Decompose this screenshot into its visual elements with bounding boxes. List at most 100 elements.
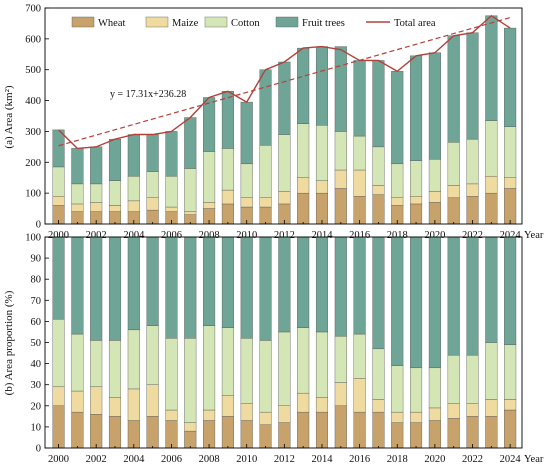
bar-cotton-2019 [410,367,423,413]
bar-maize-2022 [466,403,479,417]
bar-cotton-2006 [165,338,178,411]
bar-cotton-2023 [485,120,498,177]
bar-fruit-trees-2019 [410,55,423,161]
bar-cotton-2006 [165,175,178,208]
bar-maize-2024 [504,399,517,411]
bar-wheat-2005 [146,416,159,449]
bar-cotton-2024 [504,344,517,400]
x-tick-label: 2006 [161,454,182,465]
x-tick-label: 2004 [123,230,145,241]
bar-wheat-2024 [504,188,517,225]
bar-fruit-trees-2020 [428,52,441,160]
x-tick-label: 2012 [274,230,295,241]
x-tick-label: 2010 [236,230,257,241]
bar-wheat-2004 [127,420,140,449]
bar-wheat-2008 [203,420,216,449]
bar-fruit-trees-2009 [221,236,234,328]
bar-maize-2010 [240,403,253,421]
bar-maize-2005 [146,197,159,211]
bar-cotton-2022 [466,138,479,185]
bar-fruit-trees-2009 [221,91,234,149]
bar-wheat-2006 [165,420,178,449]
bar-cotton-2002 [90,183,103,203]
bar-cotton-2002 [90,340,103,388]
legend-swatch [275,16,299,28]
x-tick-label: 2008 [199,230,220,241]
legend: Wheat Maize Cotton Fruit trees Total area [71,16,436,29]
bar-wheat-2016 [353,196,366,225]
bar-wheat-2001 [71,411,84,449]
bar-cotton-2010 [240,163,253,198]
bar-maize-2006 [165,206,178,212]
bar-wheat-2019 [410,203,423,225]
bar-wheat-2023 [485,192,498,225]
bar-wheat-2014 [315,411,329,449]
bar-cotton-2003 [108,340,122,398]
legend-swatch [204,16,228,28]
x-tick-label: 2014 [311,454,333,465]
x-tick-label: 2000 [48,454,69,465]
x-tick-label: 2022 [462,230,483,241]
bar-fruit-trees-2002 [90,146,103,185]
panel-a-area-chart: y = 17.31x+236.28 0 100 200 300 400 500 600 700 2… [3,4,544,242]
bar-fruit-trees-2018 [391,71,404,165]
bar-wheat-2003 [108,416,122,449]
x-tick-label: 2018 [387,230,408,241]
bar-cotton-2001 [71,183,84,205]
bar-wheat-2010 [240,420,253,449]
legend-label: Cotton [231,18,260,29]
bar-fruit-trees-2022 [466,32,479,140]
bar-maize-2019 [410,196,423,205]
bar-wheat-2017 [372,194,385,225]
bar-cotton-2012 [278,134,291,192]
bar-cotton-2022 [466,354,479,404]
bar-maize-2000 [52,386,65,406]
bar-wheat-2011 [259,424,272,449]
series-maize [52,169,517,215]
bar-cotton-2014 [315,125,329,182]
bar-wheat-2024 [504,409,517,449]
bar-maize-2024 [504,177,517,189]
bar-maize-2005 [146,384,159,417]
bar-fruit-trees-2021 [447,236,460,356]
bar-maize-2007 [184,422,197,432]
bar-maize-2021 [447,403,460,419]
y-tick-label: 500 [25,65,41,76]
y-tick-label: 700 [25,4,41,15]
bar-maize-2018 [391,197,404,206]
bar-fruit-trees-2016 [353,60,366,137]
bar-wheat-2009 [221,416,234,449]
bar-cotton-2024 [504,126,517,178]
bar-wheat-2015 [334,405,347,449]
series-maize [52,378,517,432]
bar-fruit-trees-2023 [485,236,498,343]
legend-label: Maize [172,18,199,29]
legend-swatch [71,16,95,28]
bar-maize-2013 [297,392,310,413]
x-axis-label: Year [524,454,544,465]
bar-fruit-trees-2011 [259,236,272,341]
series-wheat [52,405,517,449]
x-tick-label: 2024 [500,230,522,241]
bar-cotton-2005 [146,171,159,198]
y-tick-label: 400 [25,96,41,107]
bar-maize-2001 [71,203,84,212]
bar-maize-2004 [127,200,140,212]
bar-cotton-2011 [259,145,272,198]
bar-fruit-trees-2021 [447,35,460,143]
bar-maize-2009 [221,395,234,417]
y-axis-label: (a) Area (km²) [3,85,15,148]
y-tick-label: 600 [25,34,41,45]
bar-wheat-2020 [428,420,441,449]
bar-cotton-2021 [447,142,460,186]
bar-cotton-2008 [203,151,216,203]
y-tick-label: 0 [36,220,41,231]
bar-wheat-2002 [90,414,103,449]
bar-fruit-trees-2010 [240,236,253,339]
bar-maize-2016 [353,378,366,413]
x-tick-label: 2012 [274,454,295,465]
bar-maize-2008 [203,202,216,209]
x-tick-label: 2018 [387,454,408,465]
bar-cotton-2017 [372,348,385,400]
bar-fruit-trees-2006 [165,131,178,177]
